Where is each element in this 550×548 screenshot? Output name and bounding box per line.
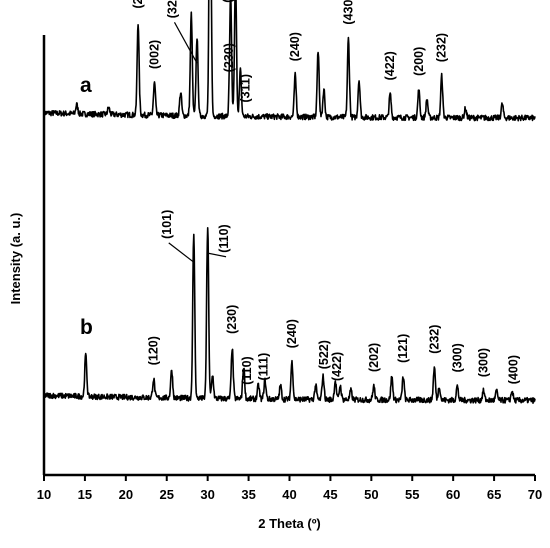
x-tick-label: 45 xyxy=(323,487,337,502)
peak-label-b: (111) xyxy=(256,353,270,381)
peak-label-a: (321) xyxy=(166,0,180,18)
x-tick-label: 20 xyxy=(119,487,133,502)
leader-line xyxy=(207,252,227,258)
peak-label-b: (232) xyxy=(427,325,441,354)
x-tick-label: 30 xyxy=(200,487,214,502)
panel-label-b: b xyxy=(80,316,93,339)
peak-label-a: (311) xyxy=(238,74,252,103)
peak-label-b: (230) xyxy=(225,305,239,334)
peak-label-a: (422) xyxy=(383,51,397,80)
peak-label-b: (300) xyxy=(450,343,464,372)
x-axis-title: 2 Theta (º) xyxy=(258,516,321,531)
x-tick-label: 65 xyxy=(487,487,501,502)
x-tick-label: 40 xyxy=(282,487,296,502)
x-tick-label: 70 xyxy=(528,487,542,502)
peak-label-b: (110) xyxy=(240,356,254,385)
peak-label-a: (200) xyxy=(412,47,426,76)
peak-label-b: (300) xyxy=(476,348,490,377)
x-tick-label: 10 xyxy=(37,487,51,502)
y-axis-title: Intensity (a. u.) xyxy=(8,213,23,305)
peak-label-b: (121) xyxy=(396,334,410,363)
peak-label-b: (422) xyxy=(330,352,344,381)
leader-line xyxy=(168,242,195,263)
x-tick-label: 50 xyxy=(364,487,378,502)
peak-label-a: (230) xyxy=(222,43,236,72)
leader-line xyxy=(173,22,198,64)
peak-label-a: (210) xyxy=(131,0,145,9)
peak-label-b: (240) xyxy=(285,319,299,348)
peak-label-b: (400) xyxy=(507,355,521,384)
peak-label-a: (430) xyxy=(341,0,355,25)
peak-labels-layer: (210)(002)(321)(101)(110)(230)(311)(240)… xyxy=(131,0,521,385)
peak-label-b: (120) xyxy=(147,336,161,365)
x-ticks-layer: 10 15 20 25 30 35 40 45 50 55 60 65 70 xyxy=(37,475,542,502)
series-a-trace xyxy=(43,0,536,122)
series-b-trace xyxy=(43,227,536,404)
x-tick-label: 15 xyxy=(78,487,92,502)
peak-label-b: (101) xyxy=(160,210,174,239)
peak-label-a: (002) xyxy=(148,40,162,69)
peak-label-a: (110) xyxy=(221,0,235,3)
x-tick-label: 35 xyxy=(241,487,255,502)
peak-label-b: (202) xyxy=(367,343,381,372)
peak-label-b: (522) xyxy=(317,340,331,369)
panel-label-a: a xyxy=(80,74,92,97)
peak-label-a: (240) xyxy=(288,32,302,61)
traces-layer xyxy=(43,0,536,404)
x-tick-label: 60 xyxy=(446,487,460,502)
x-tick-label: 55 xyxy=(405,487,419,502)
peak-label-a: (232) xyxy=(435,33,449,62)
peak-label-b: (110) xyxy=(217,224,231,253)
x-tick-label: 25 xyxy=(160,487,174,502)
axes-layer xyxy=(42,35,535,477)
